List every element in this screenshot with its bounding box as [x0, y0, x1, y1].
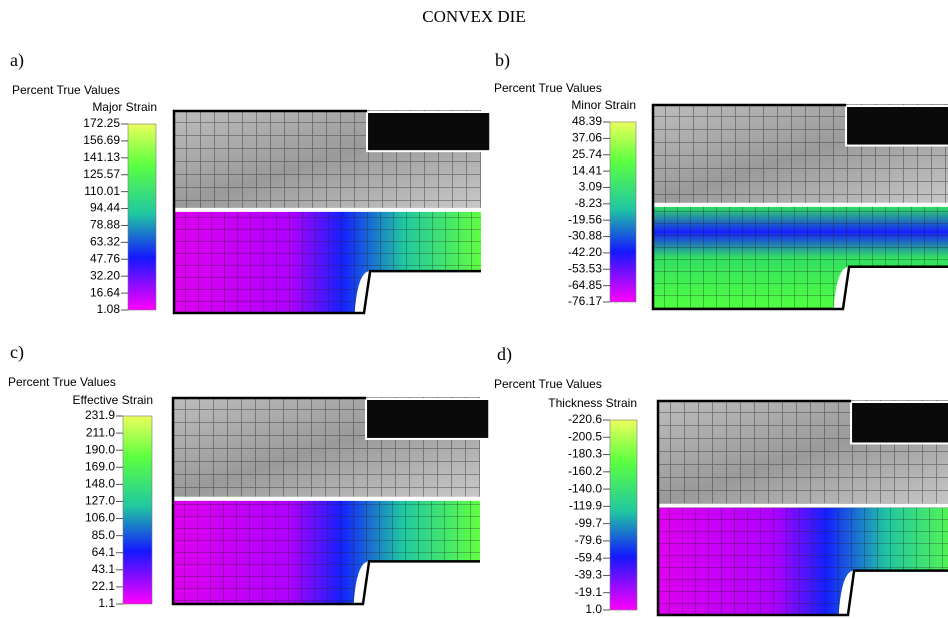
- strain-image: [651, 103, 948, 311]
- tick-label: 110.01: [84, 184, 120, 198]
- tick-label: -160.2: [568, 464, 602, 478]
- strain-image: [172, 109, 492, 315]
- separator: [173, 207, 481, 212]
- color-bar: [122, 415, 153, 605]
- strain-image: [171, 396, 491, 606]
- tick-label: -30.88: [568, 229, 602, 243]
- panel: a) Percent True Values Major Strain 172.25 1…: [10, 50, 492, 316]
- panel-label: b): [495, 50, 510, 71]
- die-block: [850, 401, 948, 445]
- tick-label: 106.0: [85, 511, 115, 525]
- simulation-mesh: [652, 206, 948, 308]
- scale-title: Thickness Strain: [548, 396, 637, 410]
- tick-label: 1.08: [97, 302, 121, 316]
- tick-label: -220.6: [568, 412, 602, 426]
- simulation-mesh: [172, 500, 480, 603]
- outline: [171, 396, 480, 606]
- panel-label: c): [10, 342, 24, 363]
- tick-label: -79.6: [575, 533, 603, 547]
- tick-label: -180.3: [568, 447, 602, 461]
- scale-header: Percent True Values: [8, 375, 116, 389]
- tick-label: -200.5: [568, 429, 602, 443]
- tick-label: -59.4: [575, 550, 603, 564]
- scale-title: Major Strain: [92, 100, 157, 114]
- tick-label: 85.0: [92, 528, 116, 542]
- color-bar: [609, 419, 638, 611]
- tick-label: 1.0: [585, 602, 602, 616]
- tick-label: 231.9: [85, 408, 115, 422]
- color-bar: [127, 123, 157, 311]
- separator: [172, 496, 480, 501]
- tick-label: 141.13: [83, 150, 120, 164]
- die-block: [365, 398, 491, 440]
- tick-label: 94.44: [90, 201, 120, 215]
- tick-label: 78.88: [90, 218, 120, 232]
- tick-label: 127.0: [85, 494, 115, 508]
- panel: c) Percent True Values Effective Strain231…: [8, 342, 491, 610]
- tick-label: -53.53: [568, 261, 602, 275]
- color-bar: [609, 121, 637, 303]
- tick-label: -119.9: [569, 499, 602, 513]
- separator: [657, 503, 948, 508]
- tick-label: 14.41: [572, 163, 602, 177]
- tick-label: 47.76: [90, 251, 120, 265]
- tick-label: -8.23: [575, 196, 603, 210]
- outline: [656, 399, 948, 617]
- tick-label: 64.1: [92, 545, 116, 559]
- figure-title: CONVEX DIE: [422, 7, 525, 26]
- tick-label: 16.64: [90, 285, 120, 299]
- tick-label: 156.69: [83, 133, 120, 147]
- tick-label: -99.7: [575, 516, 603, 530]
- tick-label: -39.3: [575, 568, 603, 582]
- die-block: [366, 111, 492, 153]
- panel-label: d): [497, 344, 512, 365]
- scale-header: Percent True Values: [494, 81, 602, 95]
- simulation-mesh: [173, 211, 481, 312]
- tick-label: 32.20: [90, 268, 120, 282]
- strain-image: [656, 399, 948, 617]
- tick-label: -64.85: [568, 278, 602, 292]
- tick-label: 190.0: [85, 442, 115, 456]
- tick-label: -42.20: [568, 245, 602, 259]
- tick-label: 172.25: [83, 116, 120, 130]
- tick-label: 169.0: [85, 459, 115, 473]
- scale-header: Percent True Values: [494, 377, 602, 391]
- outline: [651, 103, 948, 311]
- tick-label: -140.0: [568, 481, 602, 495]
- tick-label: 22.1: [92, 579, 116, 593]
- tick-label: 25.74: [572, 147, 602, 161]
- panel: d) Percent True Values Thickness Strain -22…: [494, 344, 948, 617]
- panel-label: a): [10, 50, 24, 71]
- tick-label: 3.09: [579, 180, 603, 194]
- panel: b) Percent True Values Minor Strain 48.39 37…: [494, 50, 948, 311]
- scale-header: Percent True Values: [12, 83, 120, 97]
- tick-label: -19.1: [575, 585, 603, 599]
- separator: [652, 202, 948, 207]
- die-block: [845, 105, 948, 147]
- tick-label: 63.32: [90, 235, 120, 249]
- tick-label: 37.06: [572, 131, 602, 145]
- tick-label: 48.39: [572, 114, 602, 128]
- scale-title: Minor Strain: [571, 98, 636, 112]
- tick-label: -76.17: [568, 294, 602, 308]
- simulation-mesh: [657, 507, 948, 614]
- tick-label: 43.1: [92, 562, 116, 576]
- tick-label: 1.1: [98, 596, 115, 610]
- tick-label: 211.0: [86, 425, 115, 439]
- tick-label: -19.56: [568, 212, 602, 226]
- outline: [172, 109, 481, 315]
- tick-label: 125.57: [83, 167, 120, 181]
- tick-label: 148.0: [85, 477, 115, 491]
- scale-title: Effective Strain: [73, 393, 153, 407]
